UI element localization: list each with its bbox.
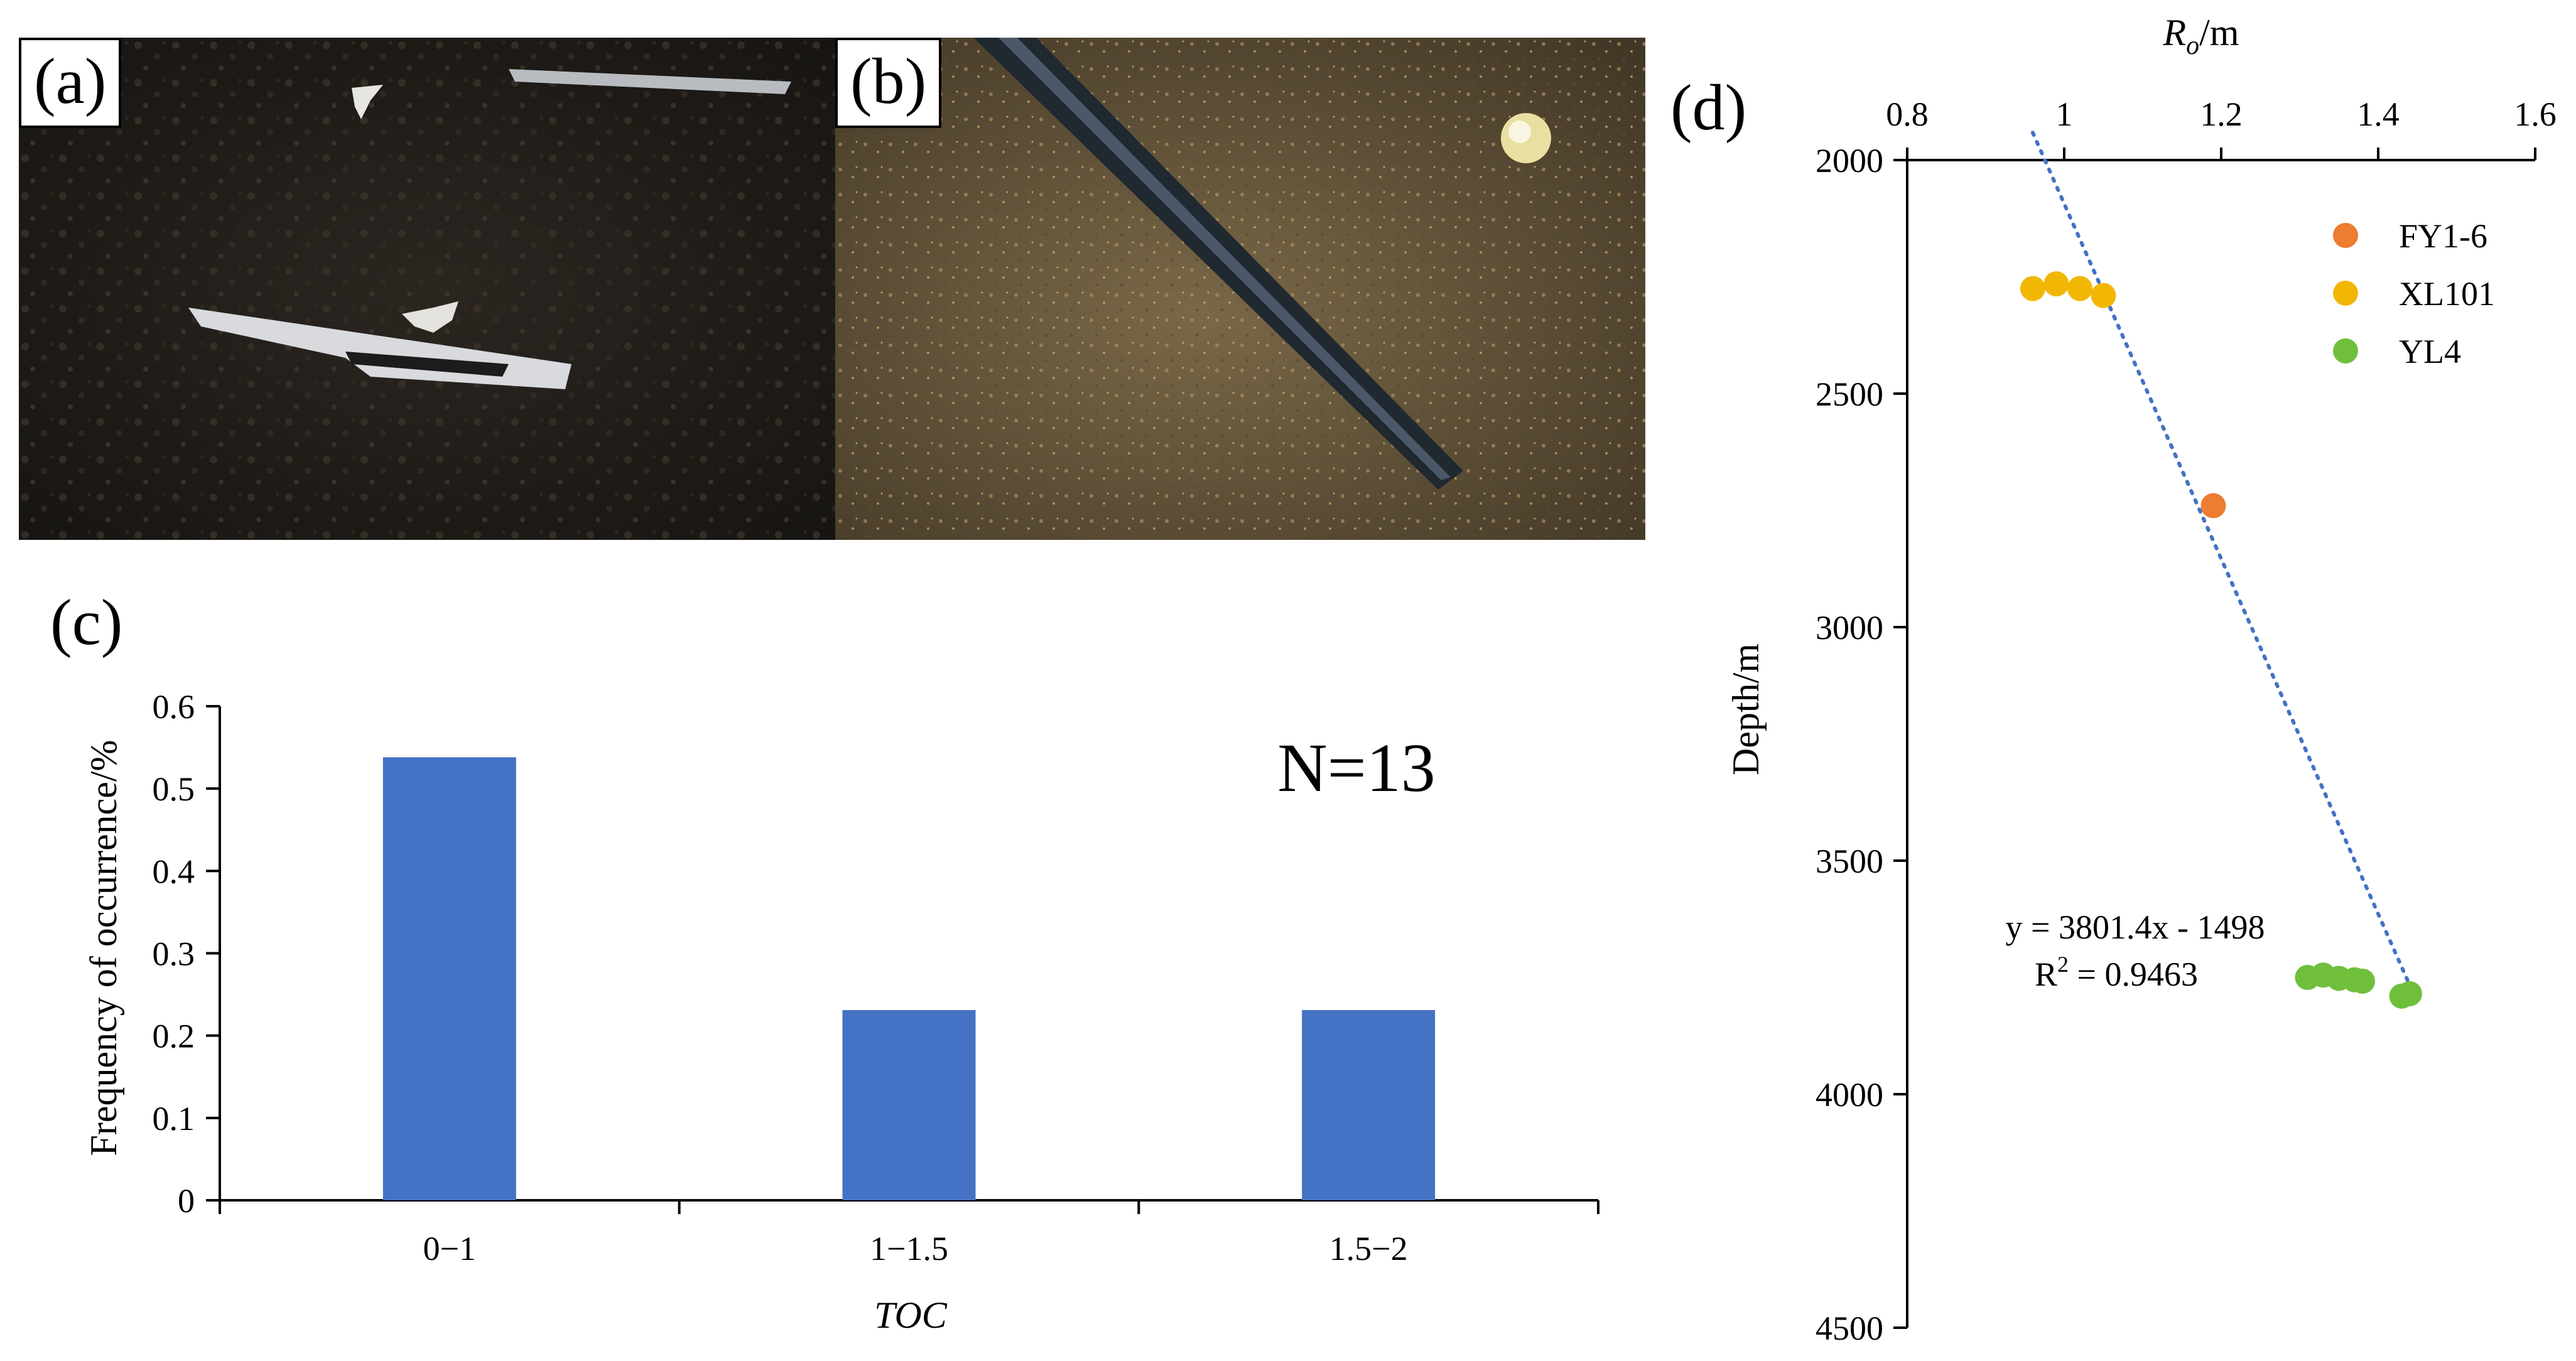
y-axis-title: Depth/m xyxy=(1725,643,1767,775)
y-tick-label: 0 xyxy=(178,1182,195,1220)
x-tick-label: 1.5−2 xyxy=(1329,1230,1408,1267)
bar-chart: 0 0.1 0.2 0.3 0.4 0.5 0.6 0−1 1−1.5 1.5−2 Frequen… xyxy=(83,688,1599,1336)
micrograph-a xyxy=(19,38,835,540)
x-axis-label: TOC xyxy=(874,1294,948,1336)
y-tick-label: 2500 xyxy=(1816,375,1883,413)
bar xyxy=(842,1010,976,1200)
trendline xyxy=(2031,131,2411,987)
data-point-yl4 xyxy=(2350,968,2375,994)
legend-marker-fy1-6 xyxy=(2333,223,2358,248)
panel-label-d: (d) xyxy=(1670,72,1747,144)
data-point-fy1-6 xyxy=(2200,493,2226,519)
y-tick-label: 3000 xyxy=(1816,609,1883,647)
legend-label-fy1-6: FY1-6 xyxy=(2399,217,2487,255)
data-point-xl101 xyxy=(2091,282,2116,308)
legend-marker-yl4 xyxy=(2333,338,2358,363)
r-squared-label: R2 = 0.9463 xyxy=(2035,952,2198,993)
y-axis-label: Frequency of occurrence/% xyxy=(83,740,124,1156)
legend-label-xl101: XL101 xyxy=(2399,275,2495,313)
y-tick-label: 0.1 xyxy=(153,1100,195,1138)
data-point-xl101 xyxy=(2020,276,2045,301)
x-axis-title: Ro/m xyxy=(2163,12,2239,60)
y-tick-label: 0.5 xyxy=(153,770,195,808)
x-tick-label: 1 xyxy=(2056,95,2073,133)
panel-label-b: (b) xyxy=(835,38,942,128)
x-tick-label: 1.2 xyxy=(2200,95,2243,133)
legend-marker-xl101 xyxy=(2333,281,2358,306)
legend-label-yl4: YL4 xyxy=(2399,333,2461,370)
y-tick-label: 0.3 xyxy=(153,935,195,973)
bar xyxy=(382,757,516,1200)
x-tick-label: 1−1.5 xyxy=(870,1230,948,1267)
bar xyxy=(1302,1010,1436,1200)
y-tick-label: 2000 xyxy=(1816,142,1883,180)
x-tick-label: 1.6 xyxy=(2514,95,2557,133)
data-point-yl4 xyxy=(2397,981,2422,1007)
y-tick-label: 0.2 xyxy=(153,1018,195,1055)
data-point-xl101 xyxy=(2067,276,2092,301)
panel-label-a: (a) xyxy=(19,38,122,128)
y-tick-label: 0.6 xyxy=(153,688,195,726)
y-tick-label: 3500 xyxy=(1816,842,1883,880)
x-tick-label: 0.8 xyxy=(1886,95,1929,133)
x-tick-label: 0−1 xyxy=(423,1230,476,1267)
y-tick-label: 4500 xyxy=(1816,1310,1883,1347)
panel-label-c: (c) xyxy=(50,586,123,659)
trendline-equation: y = 3801.4x - 1498 xyxy=(2006,908,2265,946)
micrograph-b xyxy=(835,38,1645,540)
data-point-xl101 xyxy=(2043,271,2069,297)
sample-count-annotation: N=13 xyxy=(1277,729,1435,806)
y-tick-label: 4000 xyxy=(1816,1076,1883,1114)
y-tick-label: 0.4 xyxy=(153,853,195,890)
x-tick-label: 1.4 xyxy=(2357,95,2400,133)
